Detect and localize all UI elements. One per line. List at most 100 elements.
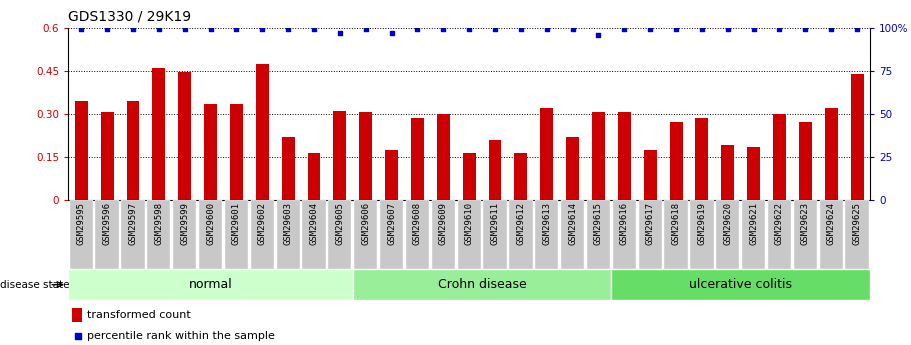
Point [643, 27, 658, 32]
FancyBboxPatch shape [820, 200, 843, 269]
Bar [72, 308, 82, 322]
Point [539, 27, 554, 32]
Point [462, 27, 476, 32]
FancyBboxPatch shape [845, 200, 869, 269]
Text: GSM29609: GSM29609 [439, 202, 448, 245]
Point [514, 27, 528, 32]
Text: GSM29595: GSM29595 [77, 202, 86, 245]
Text: GSM29596: GSM29596 [103, 202, 112, 245]
Bar [566, 137, 579, 200]
FancyBboxPatch shape [199, 200, 222, 269]
Text: GSM29623: GSM29623 [801, 202, 810, 245]
FancyBboxPatch shape [742, 200, 765, 269]
Point [850, 27, 865, 32]
Text: percentile rank within the sample: percentile rank within the sample [87, 331, 274, 341]
FancyBboxPatch shape [509, 200, 533, 269]
Bar [359, 112, 373, 200]
Point [255, 27, 270, 32]
Point [151, 27, 166, 32]
Text: transformed count: transformed count [87, 310, 190, 320]
Point [436, 27, 451, 32]
Text: GSM29625: GSM29625 [853, 202, 862, 245]
Text: GSM29617: GSM29617 [646, 202, 655, 245]
FancyBboxPatch shape [587, 200, 610, 269]
FancyBboxPatch shape [432, 200, 455, 269]
Point [178, 27, 192, 32]
Point [100, 27, 115, 32]
Bar [230, 104, 243, 200]
Bar [799, 122, 812, 200]
FancyBboxPatch shape [148, 200, 170, 269]
Text: GDS1330 / 29K19: GDS1330 / 29K19 [68, 10, 191, 24]
FancyBboxPatch shape [173, 200, 197, 269]
Bar [592, 112, 605, 200]
FancyBboxPatch shape [793, 200, 817, 269]
Point [746, 27, 761, 32]
Text: normal: normal [189, 278, 232, 291]
Point [798, 27, 813, 32]
Bar [773, 114, 786, 200]
Text: GSM29613: GSM29613 [542, 202, 551, 245]
Text: GSM29607: GSM29607 [387, 202, 396, 245]
Bar [747, 147, 760, 200]
Bar [540, 108, 553, 200]
Point [591, 32, 606, 37]
Point [384, 30, 399, 36]
Bar [824, 108, 838, 200]
FancyBboxPatch shape [768, 200, 791, 269]
FancyBboxPatch shape [716, 200, 740, 269]
Text: GSM29618: GSM29618 [671, 202, 681, 245]
Text: GSM29615: GSM29615 [594, 202, 603, 245]
Point [721, 27, 735, 32]
Text: GSM29604: GSM29604 [310, 202, 319, 245]
Text: GSM29600: GSM29600 [206, 202, 215, 245]
FancyBboxPatch shape [457, 200, 481, 269]
Bar [488, 140, 501, 200]
FancyBboxPatch shape [225, 200, 248, 269]
Text: GSM29597: GSM29597 [128, 202, 138, 245]
Point [824, 27, 838, 32]
FancyBboxPatch shape [277, 200, 300, 269]
Text: ulcerative colitis: ulcerative colitis [690, 278, 793, 291]
Point [230, 27, 244, 32]
Point [566, 27, 580, 32]
Text: GSM29624: GSM29624 [826, 202, 835, 245]
Point [126, 27, 140, 32]
Point [281, 27, 295, 32]
Point [358, 27, 373, 32]
FancyBboxPatch shape [535, 200, 558, 269]
Bar [695, 118, 709, 200]
Bar [437, 114, 450, 200]
Text: GSM29608: GSM29608 [413, 202, 422, 245]
FancyBboxPatch shape [68, 269, 353, 300]
Bar [385, 150, 398, 200]
Text: GSM29612: GSM29612 [517, 202, 526, 245]
FancyBboxPatch shape [639, 200, 661, 269]
Bar [308, 152, 321, 200]
Point [694, 27, 709, 32]
FancyBboxPatch shape [251, 200, 274, 269]
Bar [411, 118, 424, 200]
FancyBboxPatch shape [405, 200, 429, 269]
FancyBboxPatch shape [484, 200, 507, 269]
FancyBboxPatch shape [380, 200, 404, 269]
Text: GSM29620: GSM29620 [723, 202, 732, 245]
Point [773, 27, 787, 32]
Bar [204, 104, 217, 200]
Text: GSM29622: GSM29622 [775, 202, 784, 245]
Bar [256, 63, 269, 200]
FancyBboxPatch shape [69, 200, 93, 269]
FancyBboxPatch shape [328, 200, 352, 269]
Point [74, 27, 88, 32]
FancyBboxPatch shape [613, 200, 636, 269]
Point [669, 27, 683, 32]
Text: GSM29605: GSM29605 [335, 202, 344, 245]
Point [71, 333, 86, 339]
FancyBboxPatch shape [561, 200, 584, 269]
Text: GSM29621: GSM29621 [749, 202, 758, 245]
FancyBboxPatch shape [664, 200, 688, 269]
Bar [515, 152, 527, 200]
Text: disease state: disease state [0, 280, 69, 289]
Point [487, 27, 502, 32]
Point [333, 30, 347, 36]
